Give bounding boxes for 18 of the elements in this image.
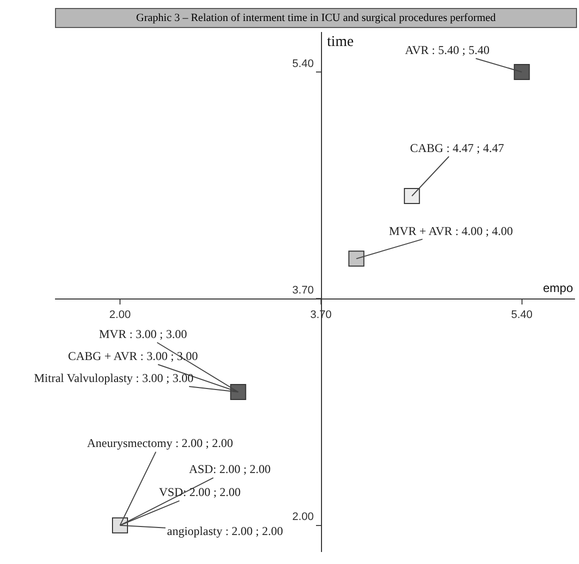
annotation: Mitral Valvuloplasty : 3.00 ; 3.00 [34,371,194,385]
y-axis-title: time [327,34,354,50]
x-axis-title: empo [543,281,574,295]
y-tick-label: 3.70 [292,284,314,297]
annotation: ASD: 2.00 ; 2.00 [189,462,271,476]
x-tick-label: 5.40 [511,308,533,321]
annotation: CABG + AVR : 3.00 ; 3.00 [68,349,198,363]
annotation: MVR + AVR : 4.00 ; 4.00 [389,224,513,238]
annotation: Aneurysmectomy : 2.00 ; 2.00 [87,436,233,450]
annotation: MVR : 3.00 ; 3.00 [99,327,188,341]
y-tick-label: 2.00 [292,511,314,524]
chart-title: Graphic 3 – Relation of interment time in ICU and surgical procedures performed [55,8,577,28]
x-tick-label: 2.00 [109,308,131,321]
annotation: AVR : 5.40 ; 5.40 [405,43,490,57]
annotation: VSD: 2.00 ; 2.00 [159,485,241,499]
y-tick-label: 5.40 [292,58,314,70]
annotation: CABG : 4.47 ; 4.47 [410,141,504,155]
annotation: angioplasty : 2.00 ; 2.00 [167,524,283,538]
